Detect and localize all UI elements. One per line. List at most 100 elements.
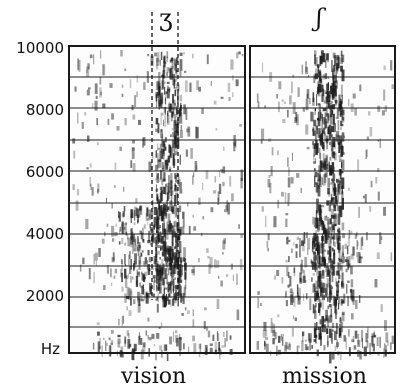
spectro-mark [223, 332, 225, 337]
spectro-mark [300, 259, 303, 271]
spectro-mark [136, 280, 138, 286]
spectro-mark [313, 305, 316, 314]
spectro-mark [160, 247, 162, 251]
spectro-mark [149, 223, 151, 229]
spectro-mark [324, 73, 328, 80]
spectro-mark [338, 205, 341, 214]
spectro-mark [331, 332, 333, 344]
spectro-mark [320, 335, 322, 346]
spectro-mark [137, 238, 139, 243]
spectro-mark [162, 294, 164, 300]
spectro-mark [348, 256, 351, 268]
spectro-mark [335, 99, 338, 104]
spectro-mark [331, 329, 334, 332]
spectro-mark [132, 114, 136, 120]
spectro-mark [321, 270, 325, 279]
spectro-mark [299, 245, 301, 258]
spectro-mark [181, 226, 185, 235]
spectro-mark [171, 190, 174, 196]
spectro-mark [174, 232, 176, 237]
spectro-mark [192, 214, 194, 218]
spectro-mark [313, 74, 316, 80]
spectro-mark [122, 315, 125, 324]
spectro-mark [277, 199, 280, 209]
spectro-mark [82, 257, 85, 265]
spectro-mark [319, 210, 322, 221]
spectro-mark [333, 123, 336, 133]
spectro-mark [171, 194, 173, 205]
spectro-mark [315, 255, 317, 260]
spectro-mark [217, 197, 219, 205]
spectro-mark [148, 230, 150, 242]
spectro-mark [281, 191, 284, 197]
spectro-mark [185, 108, 188, 120]
spectro-mark [323, 127, 325, 134]
spectro-mark [287, 193, 290, 201]
spectro-mark [161, 162, 164, 170]
spectro-mark [332, 137, 336, 148]
spectro-mark [331, 247, 334, 252]
spectro-mark [317, 80, 320, 87]
spectro-mark [334, 229, 336, 240]
spectro-mark [295, 112, 298, 122]
spectro-mark [129, 290, 133, 297]
spectro-mark [341, 69, 345, 82]
spectro-mark [155, 241, 159, 247]
spectro-mark [121, 237, 124, 244]
spectro-mark [340, 266, 343, 270]
spectro-mark [118, 212, 121, 222]
spectro-mark [332, 182, 335, 193]
spectro-mark [334, 96, 337, 102]
spectro-mark [108, 337, 111, 341]
spectro-mark [313, 120, 317, 127]
spectro-mark [306, 293, 308, 300]
spectro-mark [348, 187, 350, 191]
spectro-mark [156, 333, 160, 339]
spectro-mark [318, 84, 321, 93]
spectro-mark [322, 247, 325, 259]
spectro-mark [289, 288, 293, 293]
spectro-mark [324, 118, 327, 129]
spectro-mark [321, 162, 324, 168]
spectro-mark [327, 296, 329, 302]
spectro-mark [221, 170, 223, 174]
spectro-mark [326, 92, 329, 99]
spectro-mark [163, 263, 165, 269]
spectro-mark [349, 289, 352, 293]
spectro-mark [137, 271, 140, 276]
spectro-mark [166, 88, 170, 99]
spectro-mark [165, 91, 167, 98]
spectro-mark [339, 235, 341, 242]
spectro-mark [142, 274, 146, 282]
spectro-mark [364, 194, 367, 203]
spectro-mark [356, 252, 358, 258]
spectro-mark [337, 242, 341, 251]
spectro-mark [165, 241, 167, 252]
spectro-mark [337, 56, 340, 69]
spectro-mark [172, 146, 174, 155]
spectro-mark [175, 129, 178, 137]
spectro-mark [153, 207, 157, 215]
spectro-mark [198, 343, 202, 349]
spectro-mark [127, 339, 131, 349]
spectro-mark [330, 139, 334, 152]
spectro-mark [241, 54, 244, 57]
spectro-mark [106, 343, 108, 347]
spectro-mark [313, 258, 316, 265]
spectro-mark [350, 103, 354, 112]
spectro-mark [165, 256, 168, 266]
spectro-mark [154, 258, 156, 265]
spectro-mark [143, 342, 146, 348]
spectro-mark [328, 161, 330, 172]
spectro-mark [168, 103, 171, 112]
spectro-mark [311, 345, 313, 349]
spectro-mark [383, 65, 386, 71]
spectro-mark [325, 315, 328, 321]
spectro-mark [344, 243, 348, 250]
spectro-mark [141, 250, 144, 253]
spectro-mark [328, 132, 332, 140]
spectro-mark [162, 228, 166, 232]
spectro-mark [163, 283, 165, 294]
spectro-mark [158, 102, 160, 110]
spectro-mark [341, 162, 343, 168]
